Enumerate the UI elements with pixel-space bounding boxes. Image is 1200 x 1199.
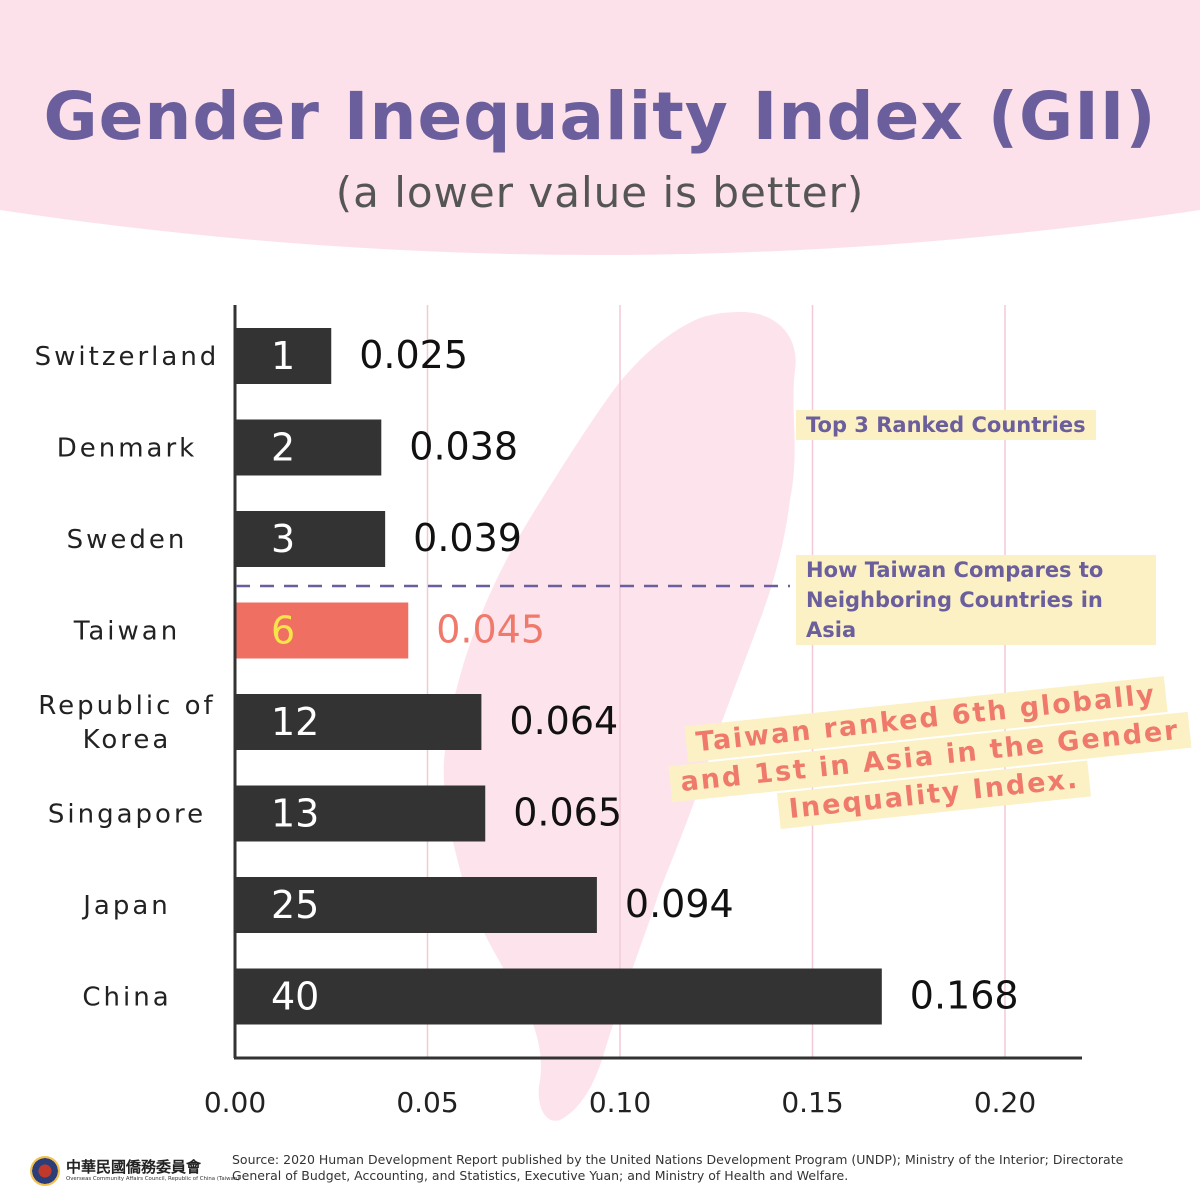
- value-label: 0.065: [513, 791, 622, 835]
- category-label: Denmark: [57, 434, 198, 464]
- x-tick-label: 0.00: [204, 1086, 266, 1119]
- ocac-seal-icon: [30, 1156, 60, 1186]
- top3-label: Top 3 Ranked Countries: [796, 410, 1096, 440]
- value-label: 0.039: [413, 516, 522, 560]
- logo-name: 中華民國僑務委員會: [66, 1158, 202, 1176]
- rank-label: 12: [271, 700, 319, 744]
- value-label: 0.168: [910, 974, 1019, 1018]
- value-label: 0.094: [625, 882, 734, 926]
- rank-label: 13: [271, 792, 319, 836]
- rank-label: 40: [271, 975, 319, 1019]
- x-tick-label: 0.10: [589, 1086, 651, 1119]
- bars: 1 0.025 2 0.038 3 0.039 6 0.045 12 0.064 13 0.065 25…: [235, 328, 1019, 1025]
- bar: [235, 968, 882, 1025]
- category-labels: Switzerland Denmark Sweden Taiwan Republic o…: [35, 342, 220, 1013]
- bar: [235, 419, 382, 476]
- category-label: Republic of: [38, 691, 215, 721]
- value-label: 0.025: [359, 333, 468, 377]
- bar: [235, 785, 486, 842]
- rank-label: 1: [271, 334, 295, 378]
- chart-title: Gender Inequality Index (GII): [43, 78, 1157, 155]
- x-tick-labels: 0.00 0.05 0.10 0.15 0.20: [204, 1086, 1036, 1119]
- bar-chart: 1 0.025 2 0.038 3 0.039 6 0.045 12 0.064 13 0.065 25…: [35, 305, 1082, 1121]
- bar: [235, 694, 482, 750]
- value-label: 0.038: [409, 425, 518, 469]
- x-tick-label: 0.20: [974, 1086, 1036, 1119]
- value-label: 0.045: [436, 608, 545, 652]
- category-label: Singapore: [48, 800, 206, 830]
- bar: [235, 511, 386, 567]
- rank-label: 25: [271, 883, 319, 927]
- header-background: [0, 0, 1200, 255]
- category-label: Japan: [81, 891, 171, 921]
- rank-label: 3: [271, 517, 295, 561]
- category-label: Taiwan: [73, 617, 180, 647]
- bar: [235, 602, 409, 659]
- rank-label: 2: [271, 426, 295, 470]
- x-tick-label: 0.15: [781, 1086, 843, 1119]
- category-label: China: [82, 983, 171, 1013]
- value-label: 0.064: [509, 699, 618, 743]
- rank-label: 6: [271, 609, 295, 653]
- x-tick-label: 0.05: [396, 1086, 458, 1119]
- category-label: Korea: [83, 725, 172, 755]
- logo-subtitle: Overseas Community Affairs Council, Repu…: [66, 1176, 240, 1182]
- bar: [235, 877, 597, 933]
- chart-subtitle: (a lower value is better): [335, 168, 865, 217]
- compare-label: How Taiwan Compares to Neighboring Count…: [796, 555, 1156, 645]
- axes: [233, 305, 1082, 1060]
- category-label: Sweden: [67, 525, 188, 555]
- ocac-logo: 中華民國僑務委員會 Overseas Community Affairs Cou…: [30, 1154, 239, 1188]
- source-note: Source: 2020 Human Development Report pu…: [232, 1152, 1124, 1183]
- bar: [235, 328, 332, 384]
- category-label: Switzerland: [35, 342, 220, 372]
